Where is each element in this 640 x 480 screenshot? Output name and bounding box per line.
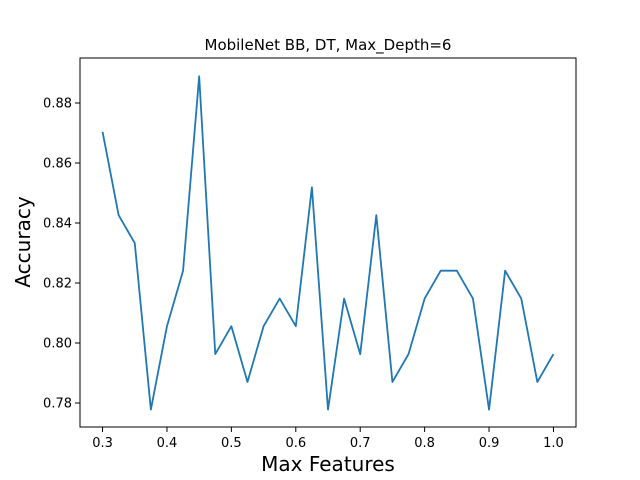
x-axis: 0.3 0.4 0.5 0.6 0.7 0.8 0.9 1.0 [92, 427, 564, 451]
plot-frame [79, 57, 577, 428]
x-tick-label: 1.0 [543, 436, 564, 451]
chart-title: MobileNet BB, DT, Max_Depth=6 [205, 36, 452, 55]
y-tick-label: 0.80 [43, 337, 72, 352]
x-tick-label: 0.5 [221, 436, 242, 451]
y-tick-label: 0.88 [43, 97, 72, 112]
x-tick-label: 0.8 [414, 436, 435, 451]
x-tick-label: 0.6 [285, 436, 306, 451]
x-tick-label: 0.4 [157, 436, 178, 451]
x-tick-label: 0.3 [92, 436, 113, 451]
x-axis-label: Max Features [261, 452, 395, 476]
series-group [101, 75, 555, 411]
y-axis: 0.78 0.80 0.82 0.84 0.86 0.88 [43, 97, 80, 412]
x-tick-label: 0.9 [479, 436, 500, 451]
y-tick-label: 0.86 [43, 157, 72, 172]
y-tick-label: 0.78 [43, 397, 72, 412]
series-line-0 [101, 75, 555, 411]
y-axis-label: Accuracy [11, 196, 35, 287]
y-tick-label: 0.84 [43, 217, 72, 232]
y-tick-label: 0.82 [43, 277, 72, 292]
x-tick-label: 0.7 [350, 436, 371, 451]
